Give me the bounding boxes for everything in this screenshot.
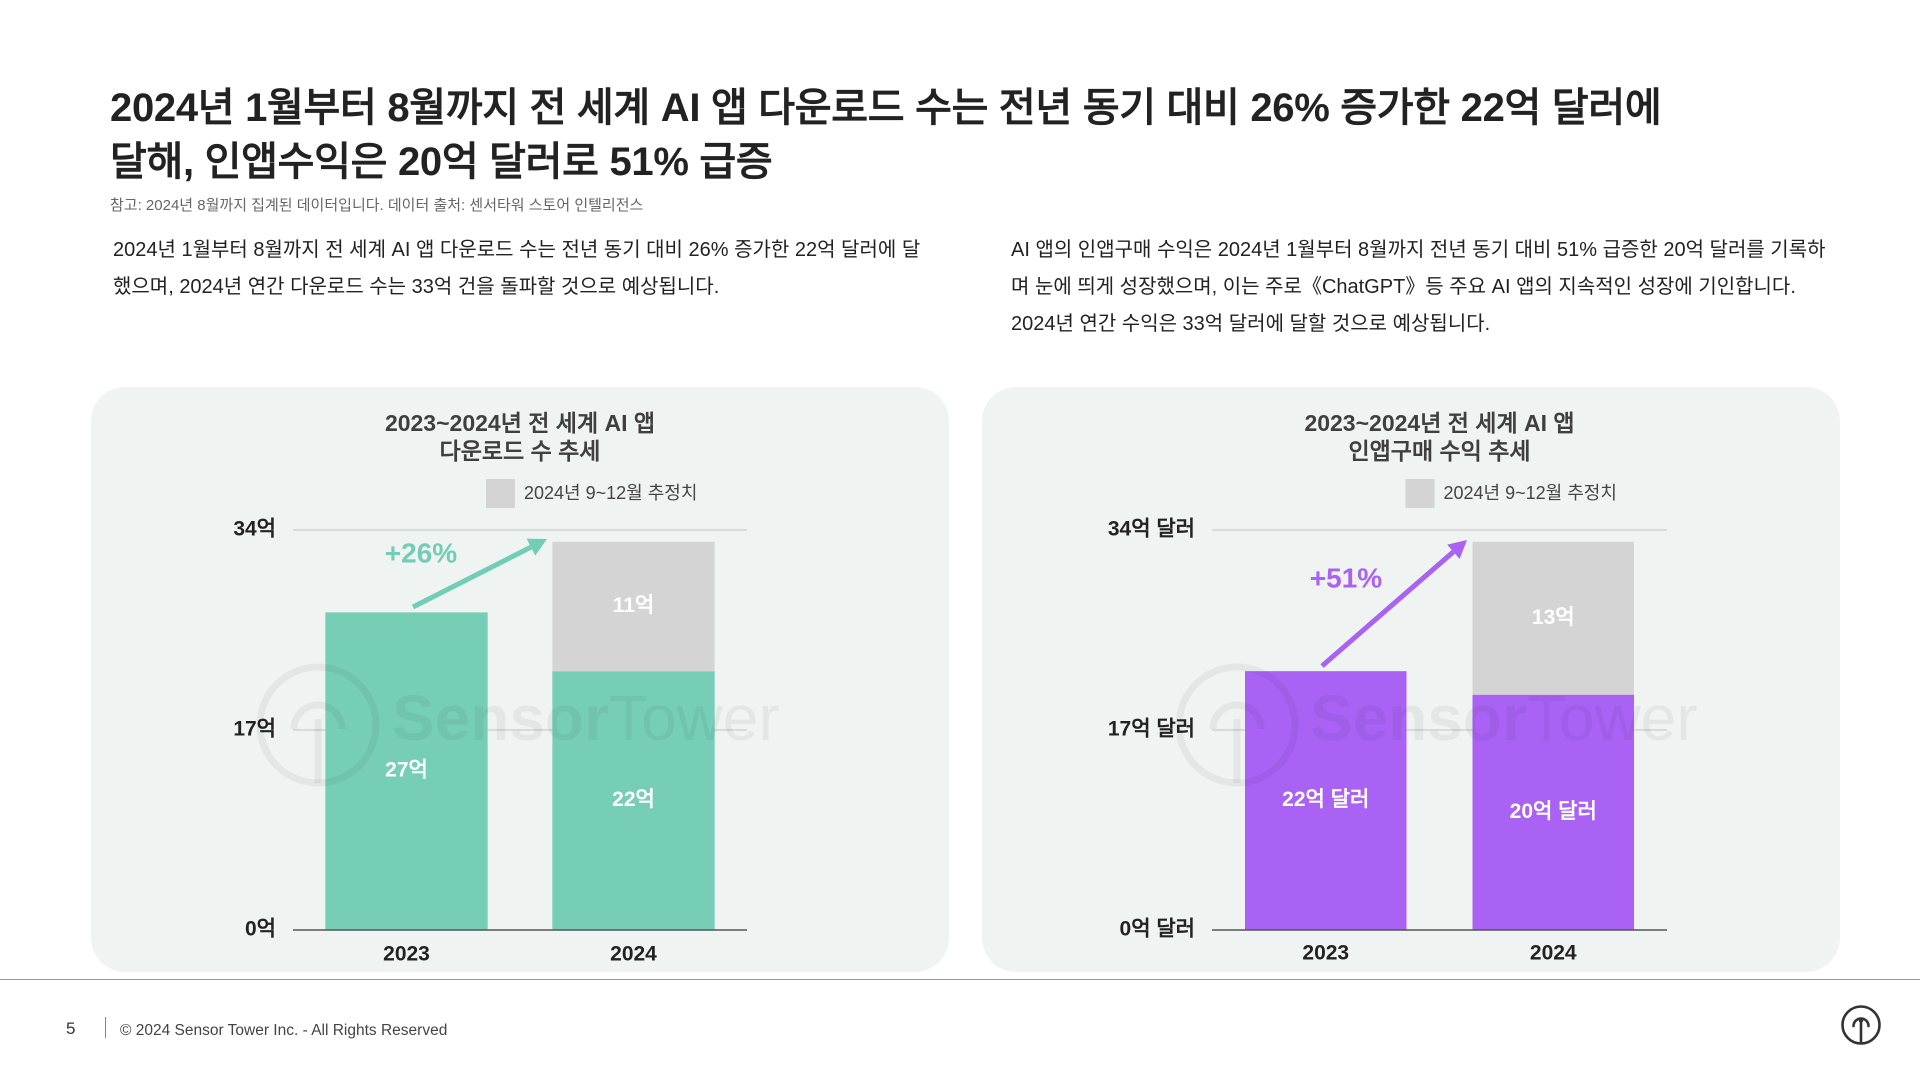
watermark-logo-arc bbox=[290, 701, 346, 730]
sensor-tower-logo-icon bbox=[1841, 1005, 1881, 1045]
watermark-text: SensorTower bbox=[392, 682, 780, 754]
downloads-summary-paragraph: 2024년 1월부터 8월까지 전 세계 AI 앱 다운로드 수는 전년 동기 … bbox=[113, 239, 921, 298]
growth-arrow-line bbox=[411, 544, 533, 610]
chart-title-line-1: 2023~2024년 전 세계 AI 앱 bbox=[385, 410, 655, 436]
page-title-line-1: 2024년 1월부터 8월까지 전 세계 AI 앱 다운로드 수는 전년 동기 … bbox=[110, 86, 1662, 130]
x-tick-label-2023: 2023 bbox=[383, 943, 430, 966]
legend-label: 2024년 9~12월 추정치 bbox=[1444, 483, 1617, 503]
watermark-logo-icon bbox=[256, 663, 380, 787]
growth-arrow-line bbox=[1320, 549, 1456, 668]
page-title: 2024년 1월부터 8월까지 전 세계 AI 앱 다운로드 수는 전년 동기 … bbox=[110, 81, 1890, 189]
legend-swatch bbox=[486, 479, 515, 508]
bar-2024-estimate bbox=[1472, 541, 1635, 695]
chart-panel-downloads: 2023~2024년 전 세계 AI 앱 다운로드 수 추세 2024년 9~12월… bbox=[91, 387, 949, 972]
data-label-2024-estimate: 11억 bbox=[613, 594, 655, 617]
watermark-text: SensorTower bbox=[1310, 682, 1698, 754]
y-tick-label: 0억 달러 bbox=[1120, 918, 1195, 941]
chart-title-line-2: 인앱구매 수익 추세 bbox=[1348, 438, 1530, 464]
y-tick-label: 17억 달러 bbox=[1108, 718, 1195, 741]
source-note: 참고: 2024년 8월까지 집계된 데이터입니다. 데이터 출처: 센서타워 … bbox=[110, 197, 644, 214]
bar-2024 bbox=[552, 671, 715, 930]
bar-2024-estimate bbox=[552, 541, 715, 672]
watermark: SensorTower bbox=[1175, 663, 1698, 787]
footer-separator bbox=[105, 1017, 106, 1038]
footer-divider bbox=[0, 979, 1920, 980]
watermark-logo-arc bbox=[1209, 701, 1265, 730]
watermark-text-bold: Sensor bbox=[392, 682, 609, 754]
growth-arrow-head bbox=[526, 538, 547, 556]
watermark-logo-icon bbox=[1175, 663, 1299, 787]
bar-2023 bbox=[325, 612, 488, 930]
page-number: 5 bbox=[66, 1019, 76, 1038]
growth-annotation: +26% bbox=[385, 537, 457, 568]
x-tick-label-2024: 2024 bbox=[1530, 942, 1577, 965]
bar-2024 bbox=[1472, 694, 1635, 930]
data-label-2023: 22억 달러 bbox=[1282, 788, 1369, 811]
data-label-2023: 27억 bbox=[385, 759, 428, 782]
y-tick-label: 34억 bbox=[233, 518, 276, 541]
watermark-text-light: Tower bbox=[609, 682, 780, 754]
chart-title-line-1: 2023~2024년 전 세계 AI 앱 bbox=[1304, 410, 1574, 436]
data-label-2024-estimate: 13억 bbox=[1532, 606, 1575, 629]
data-label-2024: 20억 달러 bbox=[1510, 800, 1597, 823]
copyright-text: © 2024 Sensor Tower Inc. - All Rights Re… bbox=[120, 1022, 448, 1039]
legend-label: 2024년 9~12월 추정치 bbox=[524, 483, 697, 503]
x-tick-label-2023: 2023 bbox=[1302, 942, 1349, 965]
y-tick-label: 0억 bbox=[245, 918, 276, 941]
legend-swatch bbox=[1405, 479, 1435, 508]
data-label-2024: 22억 bbox=[612, 788, 655, 811]
watermark-text-bold: Sensor bbox=[1310, 682, 1527, 754]
chart-panel-revenue: 2023~2024년 전 세계 AI 앱 인앱구매 수익 추세 2024년 9~12… bbox=[982, 387, 1840, 972]
watermark-text-light: Tower bbox=[1527, 682, 1698, 754]
growth-arrow-head bbox=[1447, 540, 1467, 559]
growth-annotation: +51% bbox=[1310, 562, 1382, 593]
y-tick-label: 17억 bbox=[233, 718, 276, 741]
bar-2023 bbox=[1244, 671, 1407, 930]
page-title-line-2: 달해, 인앱수익은 20억 달러로 51% 급증 bbox=[110, 140, 773, 184]
x-tick-label-2024: 2024 bbox=[610, 943, 657, 966]
revenue-summary-paragraph: AI 앱의 인앱구매 수익은 2024년 1월부터 8월까지 전년 동기 대비 … bbox=[1011, 239, 1826, 335]
y-tick-label: 34억 달러 bbox=[1108, 518, 1195, 541]
chart-title-line-2: 다운로드 수 추세 bbox=[440, 438, 601, 464]
watermark: SensorTower bbox=[256, 663, 780, 787]
